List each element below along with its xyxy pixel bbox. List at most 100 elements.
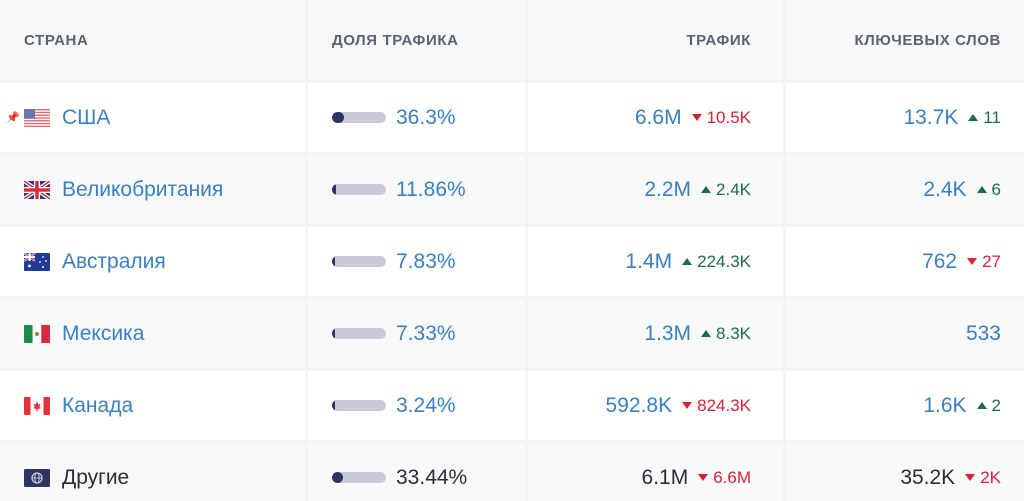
header-keywords[interactable]: КЛЮЧЕВЫХ СЛОВ [786, 0, 1024, 80]
keywords-change: 2 [976, 396, 1001, 416]
keywords-value: 35.2K [900, 465, 956, 489]
keywords-change: 2K [965, 468, 1001, 488]
share-bar-fill [332, 256, 336, 267]
share-bar [332, 472, 386, 483]
share-cell: 36.3% [308, 83, 525, 152]
keywords-value[interactable]: 13.7K [903, 105, 959, 129]
keywords-cell: 13.7K 11 [786, 83, 1024, 152]
keywords-value[interactable]: 762 [922, 249, 958, 273]
share-cell: 11.86% [308, 155, 525, 224]
header-share[interactable]: ДОЛЯ ТРАФИКА [308, 0, 525, 80]
share-value[interactable]: 36.3% [396, 105, 456, 129]
traffic-change: 2.4K [701, 180, 751, 200]
country-name[interactable]: США [62, 105, 111, 129]
header-country[interactable]: СТРАНА [0, 0, 305, 80]
traffic-value: 6.1M [641, 465, 689, 489]
share-cell: 7.33% [308, 299, 525, 368]
share-bar [332, 328, 386, 339]
country-cell: 📌 США [0, 83, 305, 152]
table-row: Мексика 7.33% 1.3M 8.3K 533 [0, 299, 1024, 368]
table-row: Австралия 7.83% 1.4M 224.3K 762 27 [0, 227, 1024, 296]
traffic-change: 8.3K [701, 324, 751, 344]
keywords-cell: 2.4K 6 [786, 155, 1024, 224]
keywords-value[interactable]: 2.4K [923, 177, 967, 201]
share-bar-fill [332, 472, 343, 483]
arrow-up-icon [701, 330, 712, 337]
traffic-value[interactable]: 1.4M [625, 249, 673, 273]
table-row: 📌 США 36.3% 6.6M 10.5K 13.7K 11 [0, 83, 1024, 152]
traffic-cell: 6.6M 10.5K [528, 83, 783, 152]
country-name[interactable]: Великобритания [62, 177, 224, 201]
header-share-label: ДОЛЯ ТРАФИКА [332, 31, 459, 49]
traffic-change: 6.6M [698, 468, 751, 488]
keywords-cell: 762 27 [786, 227, 1024, 296]
share-cell: 7.83% [308, 227, 525, 296]
country-cell: Мексика [0, 299, 305, 368]
canada-flag-icon [24, 396, 50, 415]
table-header: СТРАНА ДОЛЯ ТРАФИКА ТРАФИК КЛЮЧЕВЫХ СЛОВ [0, 0, 1024, 80]
traffic-change: 10.5K [691, 108, 751, 128]
arrow-down-icon [967, 258, 978, 265]
share-bar-fill [332, 112, 344, 123]
table-row: Великобритания 11.86% 2.2M 2.4K 2.4K 6 [0, 155, 1024, 224]
share-bar-fill [332, 184, 336, 195]
arrow-up-icon [976, 186, 987, 193]
header-traffic-label: ТРАФИК [686, 31, 751, 49]
header-keywords-label: КЛЮЧЕВЫХ СЛОВ [854, 31, 1001, 49]
australia-flag-icon [24, 252, 50, 271]
keywords-change: 11 [968, 108, 1001, 128]
country-cell: Другие [0, 443, 305, 501]
country-cell: Канада [0, 371, 305, 440]
traffic-value[interactable]: 2.2M [644, 177, 692, 201]
arrow-up-icon [968, 114, 979, 121]
share-value[interactable]: 7.83% [396, 249, 456, 273]
traffic-cell: 592.8K 824.3K [528, 371, 783, 440]
share-bar-fill [332, 400, 336, 411]
share-bar [332, 184, 386, 195]
arrow-down-icon [698, 474, 709, 481]
country-cell: Австралия [0, 227, 305, 296]
share-value[interactable]: 7.33% [396, 321, 456, 345]
arrow-up-icon [976, 402, 987, 409]
table-row: Канада 3.24% 592.8K 824.3K 1.6K 2 [0, 371, 1024, 440]
traffic-cell: 6.1M 6.6M [528, 443, 783, 501]
keywords-value[interactable]: 1.6K [923, 393, 967, 417]
share-bar [332, 112, 386, 123]
uk-flag-icon [24, 180, 50, 199]
pin-icon[interactable]: 📌 [6, 112, 20, 124]
country-name[interactable]: Австралия [62, 249, 166, 273]
header-traffic[interactable]: ТРАФИК [528, 0, 783, 80]
country-name: Другие [62, 465, 130, 489]
traffic-value[interactable]: 6.6M [634, 105, 682, 129]
country-cell: Великобритания [0, 155, 305, 224]
traffic-value[interactable]: 1.3M [644, 321, 692, 345]
keywords-cell: 533 [786, 299, 1024, 368]
header-country-label: СТРАНА [24, 31, 89, 49]
arrow-down-icon [691, 114, 702, 121]
traffic-change: 224.3K [682, 252, 751, 272]
traffic-value[interactable]: 592.8K [605, 393, 673, 417]
share-value[interactable]: 3.24% [396, 393, 456, 417]
us-flag-icon [24, 108, 50, 127]
share-bar [332, 256, 386, 267]
traffic-cell: 2.2M 2.4K [528, 155, 783, 224]
traffic-cell: 1.4M 224.3K [528, 227, 783, 296]
share-value: 33.44% [396, 465, 468, 489]
arrow-down-icon [965, 474, 976, 481]
country-name[interactable]: Мексика [62, 321, 145, 345]
keywords-cell: 35.2K 2K [786, 443, 1024, 501]
arrow-down-icon [682, 402, 693, 409]
table-row: Другие 33.44% 6.1M 6.6M 35.2K 2K [0, 443, 1024, 501]
keywords-value[interactable]: 533 [965, 321, 1001, 345]
globe-icon [24, 468, 50, 487]
traffic-cell: 1.3M 8.3K [528, 299, 783, 368]
share-bar [332, 400, 386, 411]
share-value[interactable]: 11.86% [396, 177, 466, 201]
share-cell: 33.44% [308, 443, 525, 501]
traffic-change: 824.3K [682, 396, 751, 416]
country-name[interactable]: Канада [62, 393, 134, 417]
arrow-up-icon [701, 186, 712, 193]
keywords-cell: 1.6K 2 [786, 371, 1024, 440]
share-cell: 3.24% [308, 371, 525, 440]
